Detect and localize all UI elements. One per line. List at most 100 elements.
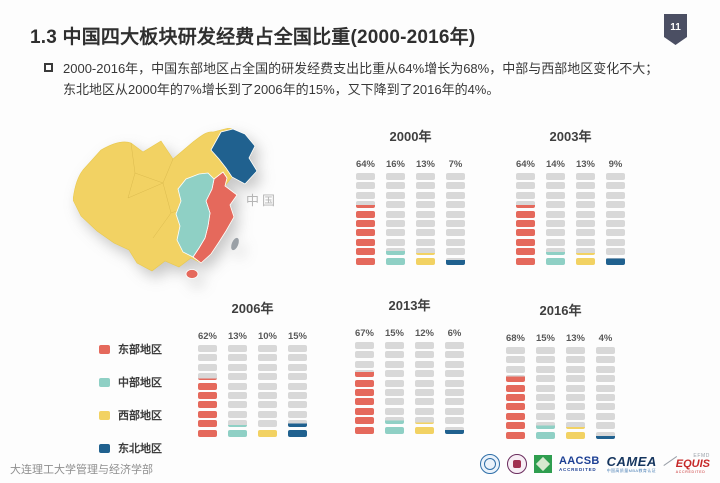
waffle-block bbox=[415, 342, 434, 349]
waffle-block bbox=[386, 257, 405, 265]
chart-year-title: 2016年 bbox=[539, 303, 582, 318]
waffle-chart-2003年: 2003年 64% 14% 13% 9% bbox=[516, 126, 625, 267]
waffle-value-label: 15% bbox=[535, 333, 555, 344]
waffle-block bbox=[288, 363, 307, 371]
waffle-block bbox=[385, 426, 404, 434]
legend-swatch-icon bbox=[99, 344, 110, 354]
waffle-block bbox=[546, 210, 565, 218]
waffle-block bbox=[258, 345, 277, 352]
waffle-block bbox=[258, 382, 277, 390]
waffle-column-西部地区: 13% bbox=[566, 333, 585, 441]
waffle-block bbox=[356, 201, 375, 209]
waffle-block bbox=[385, 417, 404, 425]
waffle-column-西部地区: 12% bbox=[415, 328, 434, 436]
waffle-block bbox=[385, 370, 404, 378]
waffle-block bbox=[258, 429, 277, 437]
waffle-column-中部地区: 13% bbox=[228, 331, 247, 439]
waffle-column-东北地区: 9% bbox=[606, 159, 625, 267]
waffle-column-西部地区: 13% bbox=[416, 159, 435, 267]
waffle-block bbox=[228, 429, 247, 437]
waffle-block bbox=[446, 219, 465, 227]
waffle-block bbox=[445, 398, 464, 406]
waffle-chart-2013年: 2013年 67% 15% 12% 6% bbox=[355, 295, 464, 436]
waffle-block bbox=[228, 345, 247, 352]
camea-logo: CAMEA 中国高质量MBA教育认证 bbox=[607, 455, 657, 474]
waffle-value-label: 15% bbox=[287, 331, 307, 342]
legend-swatch-icon bbox=[99, 443, 110, 453]
waffle-block bbox=[258, 354, 277, 362]
waffle-column-东部地区: 68% bbox=[506, 333, 525, 441]
waffle-block bbox=[385, 342, 404, 349]
waffle-value-label: 9% bbox=[608, 159, 623, 170]
waffle-columns: 67% 15% 12% 6% bbox=[355, 328, 464, 436]
waffle-value-label: 13% bbox=[565, 333, 585, 344]
waffle-block bbox=[355, 342, 374, 349]
waffle-column-中部地区: 15% bbox=[385, 328, 404, 436]
chart-year-title: 2003年 bbox=[549, 129, 592, 144]
waffle-block bbox=[446, 173, 465, 180]
waffle-block bbox=[596, 365, 615, 373]
waffle-block bbox=[446, 182, 465, 190]
waffle-block bbox=[288, 373, 307, 381]
waffle-block bbox=[198, 382, 217, 390]
waffle-block bbox=[576, 173, 595, 180]
legend-swatch-icon bbox=[99, 377, 110, 387]
waffle-block bbox=[386, 229, 405, 237]
waffle-block bbox=[415, 360, 434, 368]
china-map: 中国 bbox=[72, 127, 335, 286]
equis-name: EQUIS bbox=[675, 457, 710, 470]
waffle-chart-2016年: 2016年 68% 15% 13% 4% bbox=[506, 300, 615, 441]
waffle-block bbox=[606, 257, 625, 265]
waffle-block bbox=[288, 429, 307, 437]
waffle-value-label: 68% bbox=[505, 333, 525, 344]
waffle-block bbox=[198, 373, 217, 381]
waffle-block bbox=[596, 403, 615, 411]
waffle-column-东部地区: 67% bbox=[355, 328, 374, 436]
waffle-block bbox=[198, 401, 217, 409]
waffle-value-label: 13% bbox=[415, 159, 435, 170]
waffle-block bbox=[516, 238, 535, 246]
waffle-column-东北地区: 4% bbox=[596, 333, 615, 441]
waffle-block bbox=[356, 210, 375, 218]
chart-legend: 东部地区 中部地区 西部地区 东北地区 bbox=[99, 341, 162, 456]
waffle-column-西部地区: 10% bbox=[258, 331, 277, 439]
waffle-block bbox=[228, 354, 247, 362]
waffle-block bbox=[596, 393, 615, 401]
waffle-block bbox=[415, 379, 434, 387]
waffle-block bbox=[258, 420, 277, 428]
waffle-block bbox=[536, 412, 555, 420]
waffle-block bbox=[576, 229, 595, 237]
waffle-block bbox=[288, 420, 307, 428]
waffle-block bbox=[606, 229, 625, 237]
map-region-taiwan bbox=[231, 237, 239, 251]
waffle-block bbox=[258, 363, 277, 371]
waffle-block bbox=[566, 403, 585, 411]
waffle-block bbox=[536, 403, 555, 411]
waffle-block bbox=[446, 229, 465, 237]
waffle-block bbox=[546, 238, 565, 246]
waffle-block bbox=[415, 351, 434, 359]
waffle-block bbox=[546, 173, 565, 180]
waffle-block bbox=[596, 422, 615, 430]
waffle-block bbox=[415, 407, 434, 415]
waffle-block bbox=[506, 393, 525, 401]
waffle-block bbox=[606, 210, 625, 218]
waffle-value-label: 13% bbox=[575, 159, 595, 170]
university-seal-icon bbox=[479, 454, 500, 474]
page-title: 1.3 中国四大板块研发经费占全国比重(2000-2016年) bbox=[30, 27, 476, 48]
waffle-block bbox=[288, 410, 307, 418]
waffle-block bbox=[288, 345, 307, 352]
waffle-block bbox=[356, 191, 375, 199]
waffle-block bbox=[356, 229, 375, 237]
waffle-block bbox=[446, 238, 465, 246]
waffle-block bbox=[446, 210, 465, 218]
waffle-block bbox=[385, 398, 404, 406]
footer-affiliation: 大连理工大学管理与经济学部 bbox=[10, 464, 153, 476]
waffle-block bbox=[445, 379, 464, 387]
waffle-block bbox=[596, 431, 615, 439]
waffle-block bbox=[198, 391, 217, 399]
waffle-block bbox=[258, 401, 277, 409]
waffle-block bbox=[228, 410, 247, 418]
waffle-block bbox=[228, 382, 247, 390]
